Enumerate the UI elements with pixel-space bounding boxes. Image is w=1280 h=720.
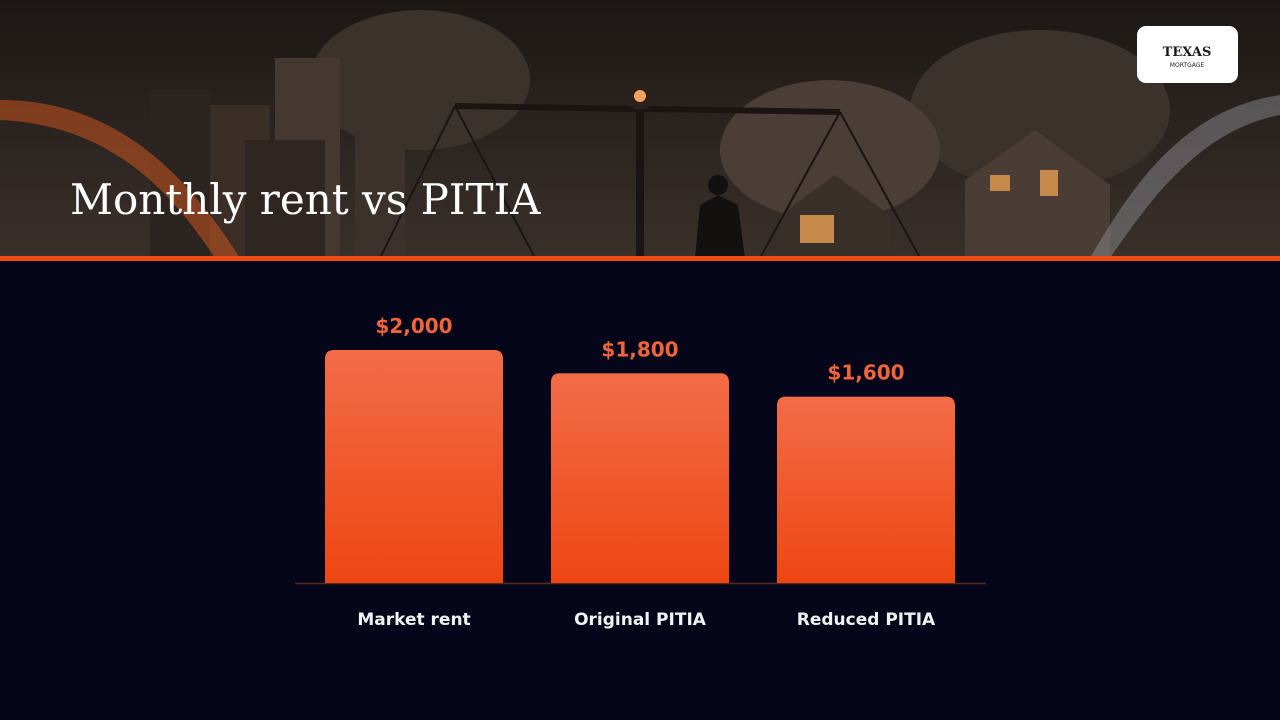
logo-tagline: MORTGAGE — [1170, 62, 1205, 69]
banner: TEXAS MORTGAGE — [0, 0, 1280, 259]
value-label: $1,800 — [601, 337, 678, 361]
value-label: $2,000 — [375, 314, 452, 338]
x-tick-label: Reduced PITIA — [797, 610, 936, 630]
bar — [551, 373, 729, 583]
x-tick-label: Original PITIA — [574, 610, 707, 630]
value-label: $1,600 — [827, 361, 904, 385]
bar — [777, 396, 955, 583]
divider — [0, 256, 1280, 261]
bar — [325, 350, 503, 583]
logo-name: TEXAS — [1163, 45, 1212, 60]
x-tick-label: Market rent — [357, 610, 470, 630]
chart-title: Monthly rent vs PITIA — [70, 175, 541, 224]
